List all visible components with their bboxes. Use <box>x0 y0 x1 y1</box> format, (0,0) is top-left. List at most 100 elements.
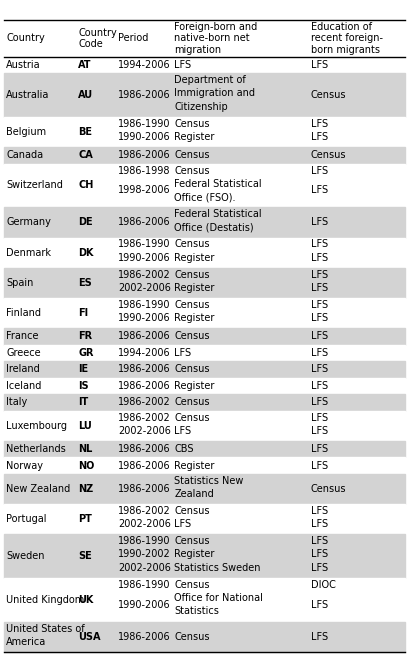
Text: 1986-2006: 1986-2006 <box>118 90 171 100</box>
Text: Census: Census <box>311 90 346 100</box>
Bar <box>4 237 405 267</box>
Text: 1986-1990: 1986-1990 <box>118 239 171 249</box>
Text: Finland: Finland <box>6 308 41 318</box>
Text: United Kingdom: United Kingdom <box>6 595 84 605</box>
Text: LFS: LFS <box>175 519 191 529</box>
Bar <box>4 441 405 458</box>
Text: LFS: LFS <box>311 381 328 391</box>
Text: 1986-2006: 1986-2006 <box>118 444 171 454</box>
Text: CA: CA <box>78 151 93 161</box>
Bar <box>173 20 309 56</box>
Text: Register: Register <box>175 132 215 142</box>
Text: United States of: United States of <box>6 624 85 634</box>
Text: Register: Register <box>175 460 215 470</box>
Bar <box>4 394 405 411</box>
Bar <box>4 298 405 328</box>
Text: 1990-2006: 1990-2006 <box>118 600 171 610</box>
Text: Greece: Greece <box>6 348 41 358</box>
Text: 1990-2006: 1990-2006 <box>118 313 171 323</box>
Text: 1986-2002: 1986-2002 <box>118 269 171 280</box>
Text: LFS: LFS <box>311 165 328 175</box>
Bar <box>76 20 116 56</box>
Bar <box>4 20 76 56</box>
Text: Census: Census <box>175 632 210 642</box>
Text: 1986-2002: 1986-2002 <box>118 413 171 423</box>
Text: LFS: LFS <box>175 348 191 358</box>
Text: Norway: Norway <box>6 460 43 470</box>
Text: Census: Census <box>175 300 210 310</box>
Text: Zealand: Zealand <box>175 489 214 499</box>
Text: 1986-1990: 1986-1990 <box>118 536 171 546</box>
Text: Australia: Australia <box>6 90 49 100</box>
Text: PT: PT <box>78 514 92 524</box>
Text: Citizenship: Citizenship <box>175 101 228 112</box>
Text: Austria: Austria <box>6 60 41 70</box>
Text: DIOC: DIOC <box>311 580 336 590</box>
Text: Germany: Germany <box>6 218 51 227</box>
Text: LFS: LFS <box>311 600 328 610</box>
Text: 1990-2002: 1990-2002 <box>118 550 171 559</box>
Text: LFS: LFS <box>311 444 328 454</box>
Text: 1986-1990: 1986-1990 <box>118 119 171 129</box>
Text: Census: Census <box>175 151 210 161</box>
Text: Ireland: Ireland <box>6 364 40 374</box>
Text: Department of: Department of <box>175 75 246 85</box>
Text: FI: FI <box>78 308 88 318</box>
Text: Period: Period <box>118 34 149 44</box>
Text: 1990-2006: 1990-2006 <box>118 253 171 263</box>
Text: LFS: LFS <box>311 300 328 310</box>
Text: 2002-2006: 2002-2006 <box>118 562 171 573</box>
Text: NZ: NZ <box>78 484 94 494</box>
Text: Foreign-born and
native-born net
migration: Foreign-born and native-born net migrati… <box>175 22 258 55</box>
Text: Federal Statistical: Federal Statistical <box>175 179 262 189</box>
Bar <box>4 578 405 622</box>
Text: LFS: LFS <box>311 253 328 263</box>
Text: LFS: LFS <box>311 413 328 423</box>
Text: Iceland: Iceland <box>6 381 41 391</box>
Text: LFS: LFS <box>311 239 328 249</box>
Text: USA: USA <box>78 632 101 642</box>
Text: 1986-2006: 1986-2006 <box>118 151 171 161</box>
Bar <box>4 474 405 504</box>
Text: Census: Census <box>175 119 210 129</box>
Text: LFS: LFS <box>311 519 328 529</box>
Text: LFS: LFS <box>311 426 328 435</box>
Text: Census: Census <box>175 536 210 546</box>
Text: Register: Register <box>175 283 215 293</box>
Text: SE: SE <box>78 551 92 561</box>
Text: LFS: LFS <box>311 536 328 546</box>
Text: LFS: LFS <box>311 313 328 323</box>
Text: LFS: LFS <box>175 60 191 70</box>
Text: Denmark: Denmark <box>6 247 51 257</box>
Text: IS: IS <box>78 381 89 391</box>
Text: 1986-2006: 1986-2006 <box>118 484 171 494</box>
Text: ES: ES <box>78 278 92 288</box>
Text: LFS: LFS <box>311 119 328 129</box>
Text: IT: IT <box>78 397 88 407</box>
Text: AU: AU <box>78 90 93 100</box>
Text: Italy: Italy <box>6 397 27 407</box>
Bar <box>4 622 405 652</box>
Text: LU: LU <box>78 421 92 431</box>
Text: Register: Register <box>175 381 215 391</box>
Text: 1986-1990: 1986-1990 <box>118 580 171 590</box>
Text: 1986-2006: 1986-2006 <box>118 460 171 470</box>
Text: Census: Census <box>175 331 210 341</box>
Text: LFS: LFS <box>311 348 328 358</box>
Text: Census: Census <box>175 580 210 590</box>
Bar <box>4 147 405 163</box>
Text: LFS: LFS <box>311 460 328 470</box>
Text: France: France <box>6 331 38 341</box>
Text: Federal Statistical: Federal Statistical <box>175 209 262 219</box>
Text: 1986-2006: 1986-2006 <box>118 331 171 341</box>
Text: DK: DK <box>78 247 94 257</box>
Text: Country
Code: Country Code <box>78 28 117 49</box>
Text: 1998-2006: 1998-2006 <box>118 185 171 196</box>
Text: 1986-2002: 1986-2002 <box>118 397 171 407</box>
Text: UK: UK <box>78 595 94 605</box>
Text: Census: Census <box>175 413 210 423</box>
Text: CBS: CBS <box>175 444 194 454</box>
Bar <box>4 361 405 378</box>
Text: LFS: LFS <box>311 283 328 293</box>
Text: Census: Census <box>175 506 210 516</box>
